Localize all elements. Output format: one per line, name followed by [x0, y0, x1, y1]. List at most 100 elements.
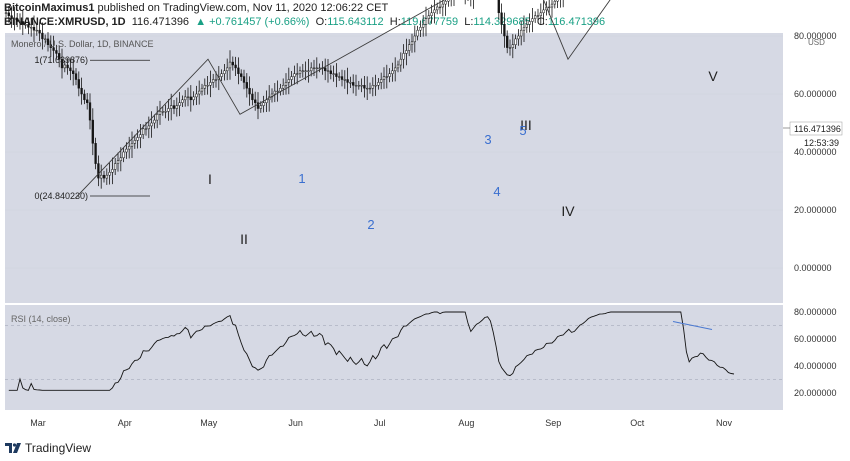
- candle-body: [192, 96, 195, 101]
- candle-body: [413, 35, 416, 43]
- candle-body: [105, 174, 108, 179]
- wave-label-major: IV: [561, 203, 575, 219]
- candle-body: [377, 82, 380, 86]
- candle-body: [338, 76, 341, 78]
- candle-body: [366, 87, 369, 90]
- candle-body: [405, 50, 408, 54]
- price-axis[interactable]: [783, 33, 850, 410]
- candle-body: [335, 73, 338, 77]
- candle-body: [242, 76, 246, 83]
- candle-body: [108, 172, 111, 176]
- pane-title: Monero / U.S. Dollar, 1D, BINANCE: [11, 39, 154, 49]
- candle-body: [259, 105, 262, 109]
- candle-body: [175, 105, 178, 109]
- candle-body: [10, 15, 13, 19]
- candle-body: [150, 122, 153, 127]
- candle-body: [318, 67, 321, 69]
- candle-body: [422, 24, 425, 28]
- candle-body: [528, 21, 531, 25]
- candle-body: [251, 93, 254, 101]
- candle-body: [97, 163, 100, 179]
- candle-body: [550, 3, 554, 8]
- fib-level-label: 1(71.639876): [34, 55, 88, 65]
- candle-body: [144, 128, 148, 130]
- candle-body: [508, 47, 512, 49]
- candle-body: [7, 12, 10, 16]
- candle-body: [262, 102, 265, 106]
- candle-body: [66, 64, 69, 69]
- candle-body: [198, 90, 201, 95]
- last-price-tag-text: 116.471396: [794, 124, 841, 134]
- candle-body: [72, 70, 75, 74]
- candle-body: [416, 29, 419, 37]
- tradingview-brand[interactable]: TradingView: [5, 441, 91, 455]
- open-label: O:: [315, 16, 328, 28]
- candle-body: [147, 125, 150, 130]
- candle-body: [164, 111, 167, 113]
- candle-body: [125, 148, 128, 153]
- candle-body: [4, 12, 8, 14]
- candle-body: [438, 6, 442, 9]
- candle-body: [324, 67, 327, 72]
- candle-body: [368, 87, 372, 90]
- candle-body: [296, 73, 299, 75]
- candle-body: [522, 27, 526, 31]
- candle-body: [298, 70, 302, 74]
- candle-body: [357, 85, 360, 87]
- price-axis-ticks: 180160.000000140.000000120.000000100.000…: [5, 31, 837, 273]
- candle-body: [49, 44, 52, 48]
- candle-body: [100, 174, 103, 179]
- candle-body: [209, 82, 212, 86]
- close-label: C:: [536, 16, 548, 28]
- high-value: 119.677759: [400, 16, 459, 28]
- candle-body: [186, 96, 190, 98]
- wave-label-minor: 2: [367, 217, 374, 232]
- wave-label-minor: 5: [519, 123, 526, 138]
- candle-body: [556, 0, 559, 2]
- wave-label-major: II: [240, 231, 248, 247]
- symbol-label: BINANCE:XMRUSD, 1D: [4, 16, 126, 28]
- candle-body: [427, 15, 430, 19]
- candle-body: [531, 18, 534, 22]
- candle-body: [447, 0, 450, 2]
- candle-body: [184, 96, 187, 101]
- candle-body: [511, 44, 514, 48]
- time-tick-label: Jun: [288, 418, 303, 428]
- fib-level-label: 0(24.840230): [34, 191, 88, 201]
- candle-body: [122, 151, 125, 159]
- candle-body: [307, 70, 310, 72]
- candle-body: [133, 140, 136, 144]
- candle-body: [391, 70, 394, 74]
- candle-body: [254, 99, 257, 103]
- candle-body: [326, 70, 330, 72]
- candle-body: [399, 58, 402, 66]
- time-axis-ticks: Mar Apr May Jun Jul Aug Sep Oct Nov: [30, 418, 732, 428]
- candle-body: [83, 93, 86, 101]
- rsi-axis-ticks: 80.000000 60.000000 40.000000 20.000000: [794, 307, 837, 398]
- candle-body: [343, 79, 346, 81]
- author-name[interactable]: BitcoinMaximus1: [4, 2, 95, 14]
- candle-body: [203, 85, 206, 89]
- candle-body: [237, 67, 240, 74]
- rsi-tick-label: 20.000000: [794, 388, 837, 398]
- candle-body: [424, 18, 428, 25]
- time-tick-label: Apr: [118, 418, 132, 428]
- candle-body: [290, 76, 293, 80]
- candle-body: [349, 82, 352, 84]
- price-tick-label: 60.000000: [794, 89, 837, 99]
- candle-body: [200, 87, 204, 92]
- candle-body: [16, 18, 19, 22]
- candle-body: [13, 18, 16, 20]
- last-price-tag: 116.471396: [789, 121, 843, 136]
- candle-body: [276, 90, 279, 93]
- wave-label-minor: 3: [484, 132, 491, 147]
- countdown-tag-text: 12:53:39: [804, 138, 839, 148]
- candle-body: [408, 44, 411, 51]
- candle-body: [332, 73, 335, 75]
- candle-body: [172, 105, 176, 109]
- candle-body: [410, 41, 414, 45]
- wave-label-major: V: [708, 68, 718, 84]
- candle-body: [310, 67, 313, 72]
